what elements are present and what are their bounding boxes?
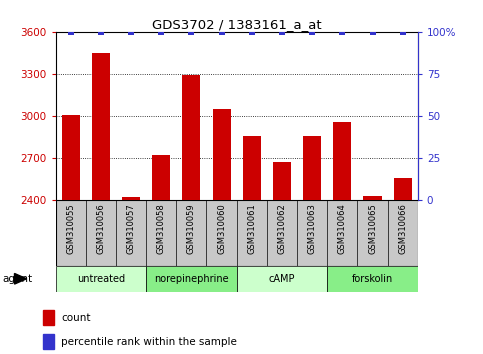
Bar (333, 121, 352, 200)
Point (97, 29, 105, 35)
Point (369, 29, 376, 35)
Text: GSM310064: GSM310064 (338, 203, 347, 254)
Text: norepinephrine: norepinephrine (154, 274, 229, 284)
Bar (303, 136, 321, 200)
Point (308, 29, 316, 35)
Bar (364, 196, 382, 200)
Text: GSM310058: GSM310058 (156, 203, 166, 254)
Bar (43, 334, 54, 349)
Text: GSM310057: GSM310057 (127, 203, 136, 254)
Point (339, 29, 346, 35)
Bar (242, 136, 261, 200)
Point (157, 29, 165, 35)
Bar (56, 266, 146, 292)
Bar (152, 155, 170, 200)
Text: GSM310059: GSM310059 (187, 203, 196, 254)
Text: GSM310066: GSM310066 (398, 203, 407, 254)
Point (278, 29, 286, 35)
Text: GSM310056: GSM310056 (96, 203, 105, 254)
Point (127, 29, 135, 35)
Bar (237, 266, 327, 292)
Text: GSM310065: GSM310065 (368, 203, 377, 254)
Text: GSM310063: GSM310063 (308, 203, 317, 254)
Text: cAMP: cAMP (269, 274, 295, 284)
Point (187, 29, 195, 35)
Bar (62, 115, 80, 200)
Point (399, 29, 407, 35)
Point (248, 29, 256, 35)
Bar (327, 266, 418, 292)
Bar (394, 178, 412, 200)
Text: GSM310055: GSM310055 (66, 203, 75, 254)
Point (67, 29, 74, 35)
Text: GSM310060: GSM310060 (217, 203, 226, 254)
Bar (146, 266, 237, 292)
Text: forskolin: forskolin (352, 274, 393, 284)
Text: count: count (61, 313, 91, 323)
Text: GSM310062: GSM310062 (277, 203, 286, 254)
Bar (43, 310, 54, 325)
Point (218, 29, 226, 35)
Bar (92, 53, 110, 200)
Text: untreated: untreated (77, 274, 125, 284)
Text: agent: agent (2, 274, 32, 284)
Bar (213, 109, 231, 200)
Text: percentile rank within the sample: percentile rank within the sample (61, 337, 237, 347)
Bar (183, 75, 200, 200)
Title: GDS3702 / 1383161_a_at: GDS3702 / 1383161_a_at (152, 18, 322, 31)
Bar (122, 197, 140, 200)
Bar (273, 162, 291, 200)
Text: GSM310061: GSM310061 (247, 203, 256, 254)
